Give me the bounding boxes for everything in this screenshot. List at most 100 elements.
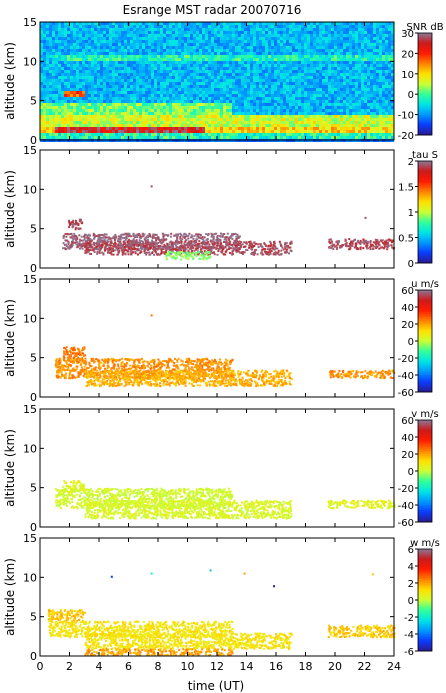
heatmap-cell <box>268 67 271 70</box>
heatmap-cell <box>172 106 175 109</box>
heatmap-cell <box>289 91 292 94</box>
heatmap-cell <box>163 40 166 43</box>
heatmap-cell <box>364 58 367 61</box>
heatmap-cell <box>178 43 181 46</box>
heatmap-cell <box>289 76 292 79</box>
heatmap-cell <box>172 118 175 121</box>
heatmap-cell <box>205 31 208 34</box>
heatmap-cell <box>283 127 286 130</box>
heatmap-cell <box>337 25 340 28</box>
heatmap-cell <box>256 22 259 25</box>
heatmap-cell <box>187 133 190 136</box>
heatmap-cell <box>385 61 388 64</box>
heatmap-cell <box>319 85 322 88</box>
heatmap-cell <box>85 58 88 61</box>
heatmap-cell <box>202 127 205 130</box>
heatmap-cell <box>70 70 73 73</box>
heatmap-cell <box>79 121 82 124</box>
heatmap-cell <box>52 61 55 64</box>
heatmap-cell <box>271 91 274 94</box>
heatmap-cell <box>283 106 286 109</box>
heatmap-cell <box>91 124 94 127</box>
heatmap-cell <box>388 121 391 124</box>
heatmap-cell <box>160 34 163 37</box>
heatmap-cell <box>154 22 157 25</box>
heatmap-cell <box>172 79 175 82</box>
heatmap-cell <box>223 64 226 67</box>
heatmap-cell <box>121 64 124 67</box>
heatmap-cell <box>310 70 313 73</box>
heatmap-cell <box>232 52 235 55</box>
heatmap-cell <box>316 70 319 73</box>
heatmap-cell <box>46 31 49 34</box>
heatmap-cell <box>121 37 124 40</box>
heatmap-cell <box>58 106 61 109</box>
heatmap-cell <box>106 55 109 58</box>
heatmap-cell <box>79 133 82 136</box>
heatmap-cell <box>46 49 49 52</box>
heatmap-cell <box>385 109 388 112</box>
heatmap-cell <box>265 82 268 85</box>
heatmap-cell <box>118 52 121 55</box>
heatmap-cell <box>235 115 238 118</box>
heatmap-cell <box>49 115 52 118</box>
heatmap-cell <box>46 109 49 112</box>
data-point <box>117 243 120 246</box>
heatmap-cell <box>103 64 106 67</box>
heatmap-cell <box>76 121 79 124</box>
heatmap-cell <box>328 133 331 136</box>
heatmap-cell <box>295 43 298 46</box>
heatmap-cell <box>58 61 61 64</box>
heatmap-cell <box>154 40 157 43</box>
heatmap-cell <box>79 97 82 100</box>
heatmap-cell <box>310 118 313 121</box>
heatmap-cell <box>274 100 277 103</box>
heatmap-cell <box>313 124 316 127</box>
heatmap-cell <box>292 34 295 37</box>
heatmap-cell <box>334 31 337 34</box>
heatmap-cell <box>364 70 367 73</box>
heatmap-cell <box>262 49 265 52</box>
heatmap-cell <box>67 103 70 106</box>
heatmap-cell <box>298 136 301 139</box>
data-point <box>76 236 79 239</box>
heatmap-cell <box>154 115 157 118</box>
heatmap-cell <box>178 64 181 67</box>
heatmap-cell <box>283 73 286 76</box>
heatmap-cell <box>127 88 130 91</box>
heatmap-cell <box>76 82 79 85</box>
heatmap-cell <box>82 100 85 103</box>
heatmap-cell <box>220 91 223 94</box>
heatmap-cell <box>202 73 205 76</box>
heatmap-cell <box>358 103 361 106</box>
heatmap-cell <box>157 34 160 37</box>
heatmap-cell <box>163 43 166 46</box>
heatmap-cell <box>202 88 205 91</box>
heatmap-cell <box>193 25 196 28</box>
heatmap-cell <box>64 28 67 31</box>
heatmap-cell <box>124 79 127 82</box>
heatmap-cell <box>301 100 304 103</box>
heatmap-cell <box>337 136 340 139</box>
heatmap-cell <box>376 136 379 139</box>
colorbar-swatch <box>418 33 432 36</box>
heatmap-cell <box>352 118 355 121</box>
heatmap-cell <box>340 91 343 94</box>
heatmap-cell <box>52 58 55 61</box>
heatmap-cell <box>52 76 55 79</box>
heatmap-cell <box>166 34 169 37</box>
heatmap-cell <box>202 112 205 115</box>
heatmap-cell <box>220 67 223 70</box>
heatmap-cell <box>247 52 250 55</box>
heatmap-cell <box>376 127 379 130</box>
heatmap-cell <box>88 103 91 106</box>
heatmap-cell <box>115 28 118 31</box>
heatmap-cell <box>250 67 253 70</box>
heatmap-cell <box>241 25 244 28</box>
heatmap-cell <box>139 136 142 139</box>
heatmap-cell <box>175 43 178 46</box>
heatmap-cell <box>325 133 328 136</box>
heatmap-cell <box>346 49 349 52</box>
heatmap-cell <box>181 79 184 82</box>
heatmap-cell <box>142 52 145 55</box>
